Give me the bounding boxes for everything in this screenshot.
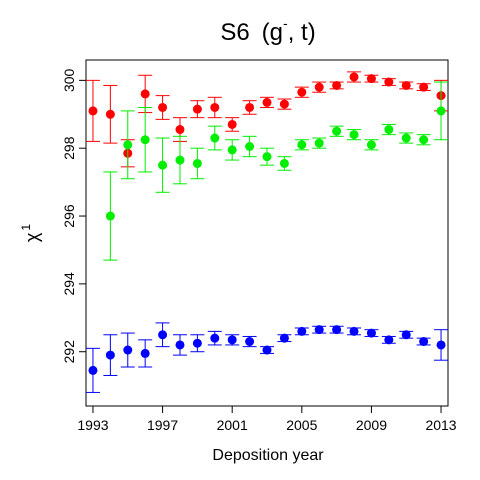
data-point [123, 345, 133, 355]
data-point [349, 326, 359, 336]
y-tick-label: 298 [61, 136, 77, 160]
y-tick-label: 292 [61, 340, 77, 364]
data-point [332, 325, 342, 335]
data-point [384, 125, 394, 135]
data-point [401, 80, 411, 90]
data-point [105, 109, 115, 119]
data-point [210, 133, 220, 143]
data-point [349, 130, 359, 140]
x-axis-label: Deposition year [212, 447, 324, 464]
data-point [332, 80, 342, 90]
chart-title: S6 (g-, t) [220, 15, 315, 46]
data-point [210, 102, 220, 112]
data-point [384, 335, 394, 345]
data-point [262, 345, 272, 355]
data-point [419, 135, 429, 145]
data-point [140, 135, 150, 145]
data-point [366, 74, 376, 84]
data-point [401, 330, 411, 340]
data-point [349, 72, 359, 82]
data-point [210, 333, 220, 343]
data-point [192, 104, 202, 114]
data-point [314, 325, 324, 335]
x-tick-label: 2013 [425, 417, 456, 433]
data-point [123, 140, 133, 150]
data-point [366, 328, 376, 338]
data-point [227, 335, 237, 345]
data-point [105, 211, 115, 221]
data-point [105, 350, 115, 360]
data-point [297, 87, 307, 97]
data-point [175, 125, 185, 135]
y-tick-label: 296 [61, 204, 77, 228]
data-point [279, 333, 289, 343]
data-point [158, 330, 168, 340]
data-point [192, 158, 202, 168]
x-axis: 1993 1997 2001 2005 2009 2013 [77, 406, 457, 433]
data-point [227, 145, 237, 155]
data-point [436, 340, 446, 350]
data-point [158, 102, 168, 112]
y-tick-label: 294 [61, 272, 77, 296]
data-point [314, 82, 324, 92]
data-point [140, 348, 150, 358]
y-axis-label-main: χ [22, 232, 42, 242]
x-tick-label: 1997 [147, 417, 178, 433]
data-point [88, 365, 98, 375]
x-tick-label: 2001 [217, 417, 248, 433]
data-point [175, 155, 185, 165]
data-series [85, 322, 449, 393]
chart-title-suffix: (g [262, 19, 283, 46]
data-point [419, 337, 429, 347]
data-point [158, 160, 168, 170]
y-axis-label-superscript: 1 [19, 224, 33, 231]
data-point [366, 140, 376, 150]
data-point [297, 140, 307, 150]
chart-title-superscript: - [283, 15, 288, 31]
chart-title-end: , t) [288, 19, 316, 46]
data-point [314, 138, 324, 148]
data-point [88, 106, 98, 116]
data-point [384, 77, 394, 87]
data-point [401, 133, 411, 143]
data-point [279, 158, 289, 168]
data-point [245, 337, 255, 347]
data-point [227, 119, 237, 129]
data-point [262, 152, 272, 162]
data-point [140, 89, 150, 99]
data-point [192, 338, 202, 348]
x-tick-label: 1993 [77, 417, 108, 433]
y-axis: 292 294 296 298 300 [61, 68, 86, 363]
data-point [245, 102, 255, 112]
x-tick-label: 2009 [356, 417, 387, 433]
y-tick-label: 300 [61, 68, 77, 92]
data-series [103, 81, 449, 261]
plot-frame [85, 59, 449, 407]
data-point [419, 82, 429, 92]
series-layer [85, 71, 449, 393]
data-point [279, 99, 289, 109]
data-point [332, 126, 342, 136]
chart-title-main: S6 [220, 19, 249, 46]
data-point [175, 340, 185, 350]
y-axis-label: χ1 [19, 224, 42, 242]
x-tick-label: 2005 [286, 417, 317, 433]
data-point [262, 97, 272, 107]
data-point [436, 106, 446, 116]
data-point [297, 326, 307, 336]
data-point [245, 142, 255, 151]
